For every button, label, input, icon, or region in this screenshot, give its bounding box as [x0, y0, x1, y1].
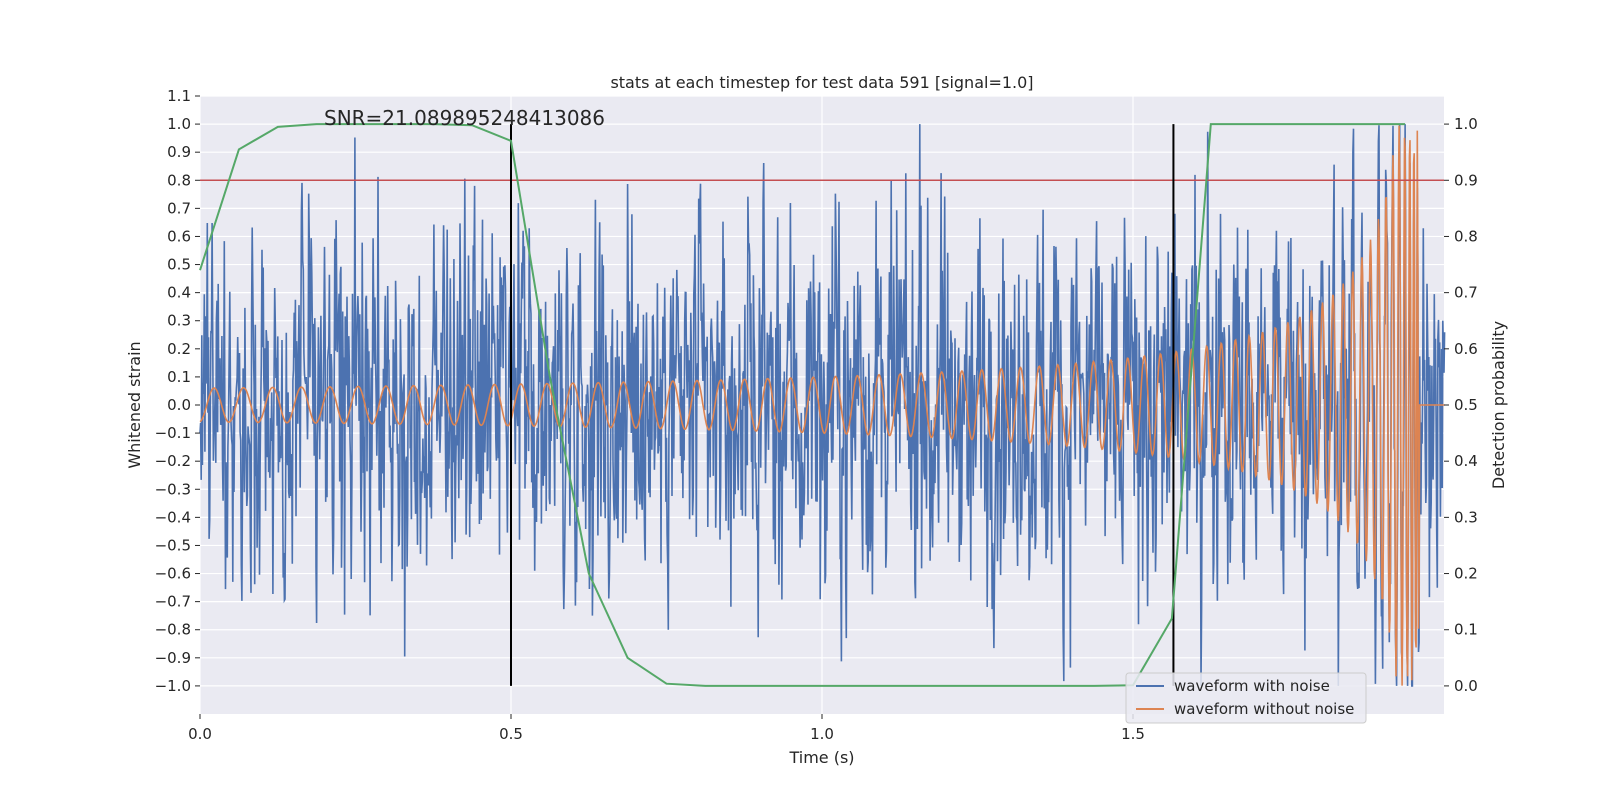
y2-tick-label: 0.8 — [1454, 227, 1478, 245]
series-waveform-without-noise — [199, 125, 1445, 686]
plot-series-group — [199, 123, 1446, 687]
legend: waveform with noise waveform without noi… — [1125, 672, 1367, 724]
series-detection-probability — [199, 123, 1406, 687]
y-tick-label: −0.1 — [155, 424, 191, 442]
x-tick-label: 1.5 — [1121, 725, 1145, 743]
series-waveform-with-noise — [199, 124, 1446, 687]
y2-tick-label: 0.3 — [1454, 508, 1478, 526]
y-tick-label: 0.1 — [167, 368, 191, 386]
y-tick-label: 0.3 — [167, 312, 191, 330]
y-tick-label: −0.8 — [155, 621, 191, 639]
x-tick-label: 1.0 — [810, 725, 834, 743]
y2-tick-label: 1.0 — [1454, 115, 1478, 133]
y2-tick-label: 0.1 — [1454, 621, 1478, 639]
chart-title: stats at each timestep for test data 591… — [610, 73, 1033, 92]
y-tick-label: −0.7 — [155, 593, 191, 611]
x-tick-label: 0.5 — [499, 725, 523, 743]
y2-tick-label: 0.6 — [1454, 340, 1478, 358]
y-tick-label: 0.0 — [167, 396, 191, 414]
y-tick-label: −0.2 — [155, 452, 191, 470]
y2-tick-label: 0.7 — [1454, 284, 1478, 302]
y-tick-label: 0.5 — [167, 256, 191, 274]
y-tick-label: 0.9 — [167, 143, 191, 161]
legend-label-noise: waveform with noise — [1174, 677, 1330, 695]
y-tick-label: −0.6 — [155, 565, 191, 583]
y-tick-label: −0.9 — [155, 649, 191, 667]
y-tick-label: 0.6 — [167, 227, 191, 245]
y2-tick-label: 0.2 — [1454, 565, 1478, 583]
y-tick-label: −0.3 — [155, 480, 191, 498]
x-axis-label: Time (s) — [788, 748, 854, 767]
y-tick-label: −0.4 — [155, 508, 191, 526]
y-tick-label: 0.2 — [167, 340, 191, 358]
y-tick-label: 1.1 — [167, 87, 191, 105]
y2-tick-label: 0.5 — [1454, 396, 1478, 414]
y2-tick-label: 0.4 — [1454, 452, 1478, 470]
legend-label-clean: waveform without noise — [1174, 700, 1354, 718]
y-tick-label: 0.4 — [167, 284, 191, 302]
x-tick-label: 0.0 — [188, 725, 212, 743]
y2-tick-label: 0.0 — [1454, 677, 1478, 695]
snr-annotation: SNR=21.089895248413086 — [324, 106, 605, 130]
y-tick-label: 0.8 — [167, 171, 191, 189]
y-tick-label: −1.0 — [155, 677, 191, 695]
axes-group: 1.1 1.0 0.9 0.8 0.7 0.6 0.5 0.4 0.3 0.2 0.1 0.0 −0.1… — [155, 87, 1478, 743]
y2-tick-label: 0.9 — [1454, 171, 1478, 189]
y-tick-label: −0.5 — [155, 536, 191, 554]
y-tick-label: 1.0 — [167, 115, 191, 133]
y-axis-label: Whitened strain — [125, 341, 144, 468]
y2-axis-label: Detection probability — [1489, 321, 1508, 489]
legend-box — [1125, 672, 1367, 724]
y-tick-label: 0.7 — [167, 199, 191, 217]
